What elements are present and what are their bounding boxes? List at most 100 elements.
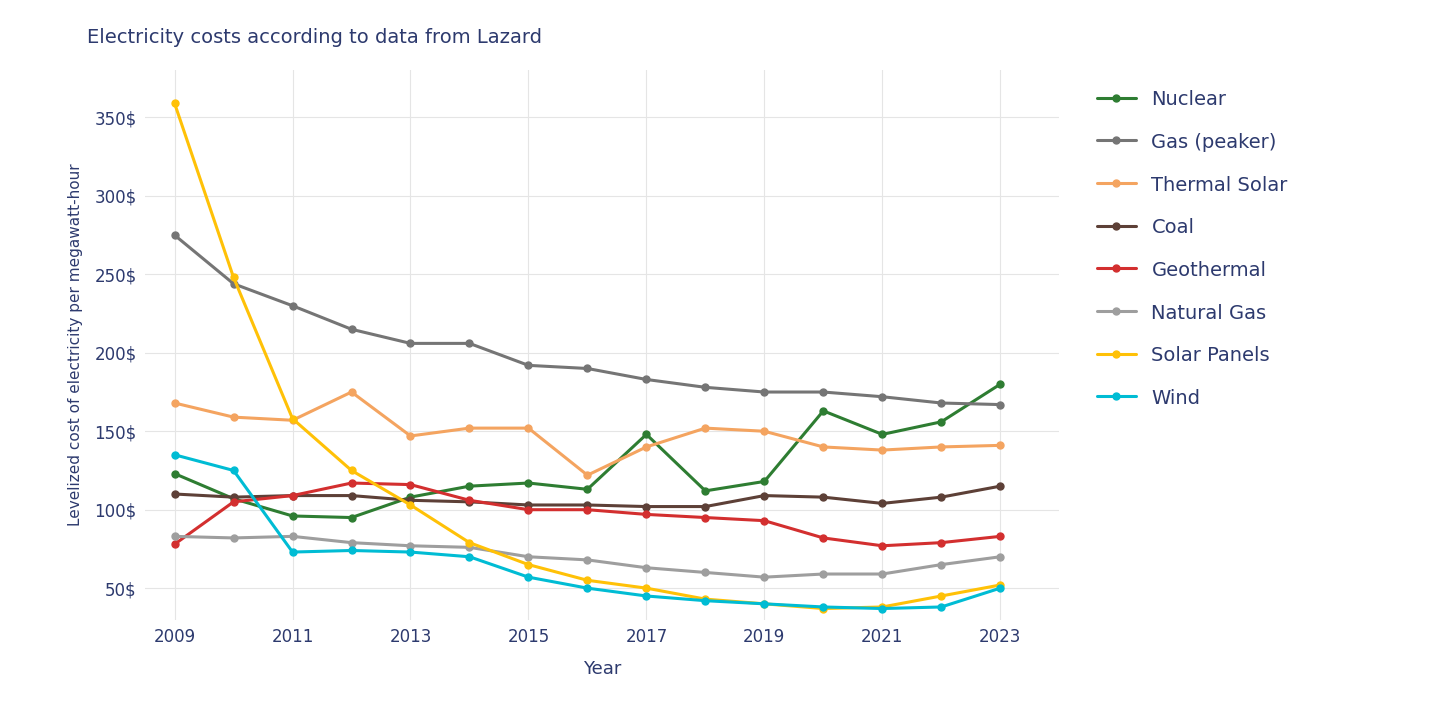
Natural Gas <box>342 539 360 547</box>
Wind <box>579 584 596 592</box>
Geothermal <box>637 510 654 519</box>
Nuclear <box>991 380 1008 389</box>
Thermal Solar <box>637 443 654 451</box>
Natural Gas <box>165 532 183 541</box>
Gas (peaker) <box>874 393 891 401</box>
Nuclear <box>402 493 419 501</box>
Nuclear <box>165 470 183 478</box>
Gas (peaker) <box>284 301 302 310</box>
Gas (peaker) <box>696 383 714 391</box>
Coal <box>991 482 1008 491</box>
Nuclear <box>933 417 950 426</box>
Line: Gas (peaker): Gas (peaker) <box>171 232 1004 408</box>
Wind <box>284 548 302 556</box>
Natural Gas <box>461 543 479 551</box>
Nuclear <box>756 477 773 486</box>
Nuclear <box>874 430 891 439</box>
Solar Panels <box>933 592 950 601</box>
Natural Gas <box>991 553 1008 561</box>
Gas (peaker) <box>933 398 950 407</box>
Gas (peaker) <box>756 388 773 396</box>
Thermal Solar <box>225 413 242 422</box>
Natural Gas <box>756 573 773 582</box>
Coal <box>874 499 891 508</box>
Coal <box>284 491 302 500</box>
Gas (peaker) <box>225 279 242 288</box>
Natural Gas <box>402 541 419 550</box>
Wind <box>342 546 360 555</box>
Solar Panels <box>874 603 891 611</box>
Gas (peaker) <box>461 339 479 348</box>
Coal <box>342 491 360 500</box>
Line: Wind: Wind <box>171 451 1004 612</box>
Thermal Solar <box>402 432 419 440</box>
Natural Gas <box>225 534 242 542</box>
Coal <box>579 501 596 509</box>
Text: Electricity costs according to data from Lazard: Electricity costs according to data from… <box>87 28 543 47</box>
Geothermal <box>874 541 891 550</box>
Gas (peaker) <box>637 375 654 384</box>
Solar Panels <box>579 576 596 584</box>
Thermal Solar <box>814 443 831 451</box>
Line: Solar Panels: Solar Panels <box>171 100 1004 612</box>
Geothermal <box>342 479 360 487</box>
Wind <box>874 604 891 612</box>
Coal <box>696 503 714 511</box>
Coal <box>461 498 479 506</box>
Thermal Solar <box>519 424 537 432</box>
Thermal Solar <box>284 416 302 425</box>
Thermal Solar <box>342 388 360 396</box>
Natural Gas <box>519 553 537 561</box>
Coal <box>519 501 537 509</box>
Solar Panels <box>225 273 242 282</box>
Nuclear <box>519 479 537 487</box>
Coal <box>402 496 419 505</box>
Gas (peaker) <box>165 231 183 239</box>
Geothermal <box>696 513 714 522</box>
Wind <box>696 596 714 605</box>
Gas (peaker) <box>814 388 831 396</box>
Nuclear <box>814 407 831 415</box>
Natural Gas <box>637 563 654 572</box>
Nuclear <box>225 494 242 503</box>
Natural Gas <box>933 560 950 569</box>
Coal <box>814 493 831 501</box>
Solar Panels <box>284 415 302 423</box>
Nuclear <box>637 430 654 439</box>
Solar Panels <box>814 604 831 612</box>
Wind <box>519 573 537 582</box>
Gas (peaker) <box>342 325 360 334</box>
Wind <box>637 592 654 601</box>
Thermal Solar <box>991 441 1008 450</box>
Coal <box>933 493 950 501</box>
Geothermal <box>519 505 537 514</box>
Wind <box>814 603 831 611</box>
Geothermal <box>814 534 831 542</box>
Nuclear <box>284 512 302 520</box>
Geothermal <box>991 532 1008 541</box>
Line: Geothermal: Geothermal <box>171 479 1004 549</box>
Gas (peaker) <box>579 364 596 372</box>
Gas (peaker) <box>402 339 419 348</box>
Geothermal <box>165 540 183 548</box>
Solar Panels <box>165 99 183 108</box>
Geothermal <box>756 517 773 525</box>
Thermal Solar <box>696 424 714 432</box>
X-axis label: Year: Year <box>583 660 621 678</box>
Natural Gas <box>814 570 831 578</box>
Geothermal <box>402 480 419 489</box>
Thermal Solar <box>933 443 950 451</box>
Wind <box>756 600 773 608</box>
Solar Panels <box>991 581 1008 589</box>
Nuclear <box>342 513 360 522</box>
Geothermal <box>284 491 302 500</box>
Thermal Solar <box>579 471 596 479</box>
Y-axis label: Levelized cost of electricity per megawatt-hour: Levelized cost of electricity per megawa… <box>68 163 83 527</box>
Natural Gas <box>696 568 714 577</box>
Geothermal <box>461 496 479 505</box>
Thermal Solar <box>165 398 183 407</box>
Geothermal <box>579 505 596 514</box>
Geothermal <box>933 539 950 547</box>
Wind <box>991 584 1008 592</box>
Thermal Solar <box>461 424 479 432</box>
